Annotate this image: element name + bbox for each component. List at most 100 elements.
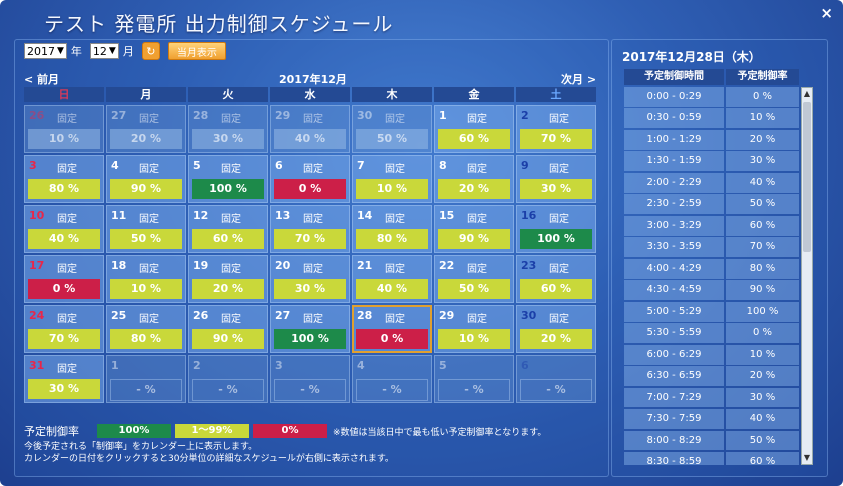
day-number: 29: [275, 109, 291, 122]
next-month-link[interactable]: 次月 >: [561, 73, 597, 86]
day-number: 26: [193, 309, 209, 322]
calendar-day[interactable]: 14 固定 80 %: [352, 205, 432, 253]
calendar-day[interactable]: 28 固定 0 %: [352, 305, 432, 353]
calendar-day[interactable]: 3 - %: [270, 355, 350, 403]
calendar-day[interactable]: 12 固定 60 %: [188, 205, 268, 253]
fixed-label: 固定: [139, 164, 159, 175]
calendar-day[interactable]: 17 固定 0 %: [24, 255, 104, 303]
calendar-day[interactable]: 26 固定 10 %: [24, 105, 104, 153]
calendar-day[interactable]: 27 固定 100 %: [270, 305, 350, 353]
month-controls: 2017 ▼ 年 12 ▼ 月 ↻ 当月表示: [24, 42, 226, 60]
calendar-day[interactable]: 29 固定 10 %: [434, 305, 514, 353]
day-number: 19: [193, 259, 209, 272]
calendar-day[interactable]: 26 固定 90 %: [188, 305, 268, 353]
calendar-day[interactable]: 6 - %: [516, 355, 596, 403]
calendar-day[interactable]: 4 固定 90 %: [106, 155, 186, 203]
day-number: 13: [275, 209, 291, 222]
rate-bar: 40 %: [274, 129, 346, 149]
table-row: 6:30 - 6:59 20 %: [624, 366, 799, 386]
scrollbar[interactable]: ▲ ▼: [801, 87, 813, 465]
calendar-day[interactable]: 28 固定 30 %: [188, 105, 268, 153]
refresh-icon[interactable]: ↻: [141, 42, 160, 60]
rate-bar: - %: [520, 379, 592, 401]
calendar-day[interactable]: 23 固定 60 %: [516, 255, 596, 303]
fixed-label: 固定: [549, 214, 569, 225]
time-cell: 6:00 - 6:29: [624, 344, 724, 365]
rate-bar: 30 %: [520, 179, 592, 199]
close-icon[interactable]: ×: [820, 4, 833, 22]
day-number: 1: [439, 109, 447, 122]
fixed-label: 固定: [385, 214, 405, 225]
rate-bar: 10 %: [110, 279, 182, 299]
fixed-label: 固定: [57, 164, 77, 175]
time-cell: 7:00 - 7:29: [624, 387, 724, 408]
legend-label: 予定制御率: [24, 425, 79, 438]
calendar-day[interactable]: 8 固定 20 %: [434, 155, 514, 203]
rate-bar: 0 %: [28, 279, 100, 299]
calendar-day[interactable]: 18 固定 10 %: [106, 255, 186, 303]
schedule-panel: [611, 39, 828, 477]
calendar-day[interactable]: 10 固定 40 %: [24, 205, 104, 253]
fixed-label: 固定: [57, 114, 77, 125]
calendar-day[interactable]: 3 固定 80 %: [24, 155, 104, 203]
calendar-day[interactable]: 13 固定 70 %: [270, 205, 350, 253]
calendar-day[interactable]: 27 固定 20 %: [106, 105, 186, 153]
calendar-day[interactable]: 30 固定 50 %: [352, 105, 432, 153]
calendar-day[interactable]: 30 固定 20 %: [516, 305, 596, 353]
fixed-label: 固定: [57, 264, 77, 275]
calendar-day[interactable]: 16 固定 100 %: [516, 205, 596, 253]
prev-month-link[interactable]: < 前月: [24, 73, 60, 86]
rate-bar: 0 %: [274, 179, 346, 199]
time-cell: 1:00 - 1:29: [624, 129, 724, 150]
weekday-3: 水: [270, 87, 350, 102]
weekday-2: 火: [188, 87, 268, 102]
calendar-day[interactable]: 24 固定 70 %: [24, 305, 104, 353]
calendar-day[interactable]: 2 - %: [188, 355, 268, 403]
calendar-day[interactable]: 31 固定 30 %: [24, 355, 104, 403]
current-month-button[interactable]: 当月表示: [167, 42, 226, 60]
calendar-day[interactable]: 4 - %: [352, 355, 432, 403]
table-row: 3:00 - 3:29 60 %: [624, 215, 799, 236]
calendar-day[interactable]: 22 固定 50 %: [434, 255, 514, 303]
year-select[interactable]: 2017 ▼: [24, 43, 67, 59]
rate-bar: 70 %: [274, 229, 346, 249]
calendar-day[interactable]: 1 - %: [106, 355, 186, 403]
calendar-day[interactable]: 9 固定 30 %: [516, 155, 596, 203]
calendar-day[interactable]: 29 固定 40 %: [270, 105, 350, 153]
table-row: 8:30 - 8:59 60 %: [624, 452, 799, 465]
time-cell: 2:30 - 2:59: [624, 194, 724, 215]
fixed-label: 固定: [57, 214, 77, 225]
calendar-day[interactable]: 11 固定 50 %: [106, 205, 186, 253]
scroll-up-icon[interactable]: ▲: [803, 89, 811, 98]
calendar-day[interactable]: 5 - %: [434, 355, 514, 403]
day-number: 28: [193, 109, 209, 122]
calendar-day[interactable]: 25 固定 80 %: [106, 305, 186, 353]
rate-cell: 30 %: [726, 151, 799, 172]
calendar-day[interactable]: 2 固定 70 %: [516, 105, 596, 153]
day-number: 31: [29, 359, 45, 372]
rate-cell: 70 %: [726, 237, 799, 258]
rate-bar: 20 %: [110, 129, 182, 149]
calendar-day[interactable]: 20 固定 30 %: [270, 255, 350, 303]
calendar-day[interactable]: 6 固定 0 %: [270, 155, 350, 203]
calendar-day[interactable]: 15 固定 90 %: [434, 205, 514, 253]
calendar-day[interactable]: 7 固定 10 %: [352, 155, 432, 203]
weekday-5: 金: [434, 87, 514, 102]
day-number: 23: [521, 259, 537, 272]
rate-bar: 70 %: [520, 129, 592, 149]
month-select[interactable]: 12 ▼: [89, 43, 119, 59]
fixed-label: 固定: [221, 264, 241, 275]
rate-cell: 60 %: [726, 452, 799, 465]
rate-bar: 50 %: [356, 129, 428, 149]
rate-bar: 50 %: [438, 279, 510, 299]
scroll-down-icon[interactable]: ▼: [803, 453, 811, 462]
month-title: 2017年12月: [279, 73, 347, 86]
calendar-day[interactable]: 1 固定 60 %: [434, 105, 514, 153]
calendar-day[interactable]: 19 固定 20 %: [188, 255, 268, 303]
schedule-title: 2017年12月28日（木）: [622, 50, 761, 64]
time-cell: 8:30 - 8:59: [624, 452, 724, 465]
calendar-day[interactable]: 5 固定 100 %: [188, 155, 268, 203]
calendar-day[interactable]: 21 固定 40 %: [352, 255, 432, 303]
scroll-thumb[interactable]: [803, 102, 811, 252]
